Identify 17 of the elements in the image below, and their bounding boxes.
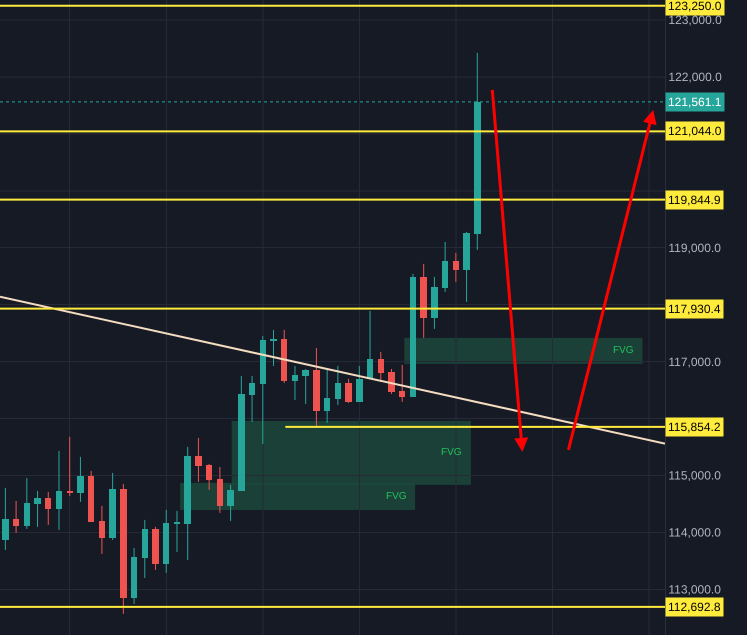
- ref-line-label: 121,044.0: [668, 124, 722, 138]
- y-tick-label: 117,000.0: [668, 354, 722, 369]
- ref-line-label: 119,844.9: [668, 193, 721, 207]
- ref-line-label: 121,561.1: [668, 95, 722, 109]
- band-label: FVG: [441, 447, 462, 458]
- y-tick-label: 119,000.0: [668, 240, 722, 255]
- y-tick-label: 123,000.0: [668, 13, 722, 28]
- band-label: FVG: [386, 491, 407, 502]
- y-tick-label: 113,000.0: [668, 582, 722, 597]
- band-label: FVG: [613, 345, 634, 356]
- ref-line-label: 112,692.8: [668, 600, 721, 614]
- y-tick-label: 114,000.0: [668, 526, 722, 540]
- ref-line-label: 117,930.4: [668, 302, 721, 316]
- y-tick-label: 115,000.0: [668, 468, 722, 483]
- ref-line-label: 115,854.2: [668, 420, 721, 434]
- ref-line-label: 123,250.0: [668, 0, 722, 13]
- y-tick-label: 122,000.0: [668, 70, 722, 84]
